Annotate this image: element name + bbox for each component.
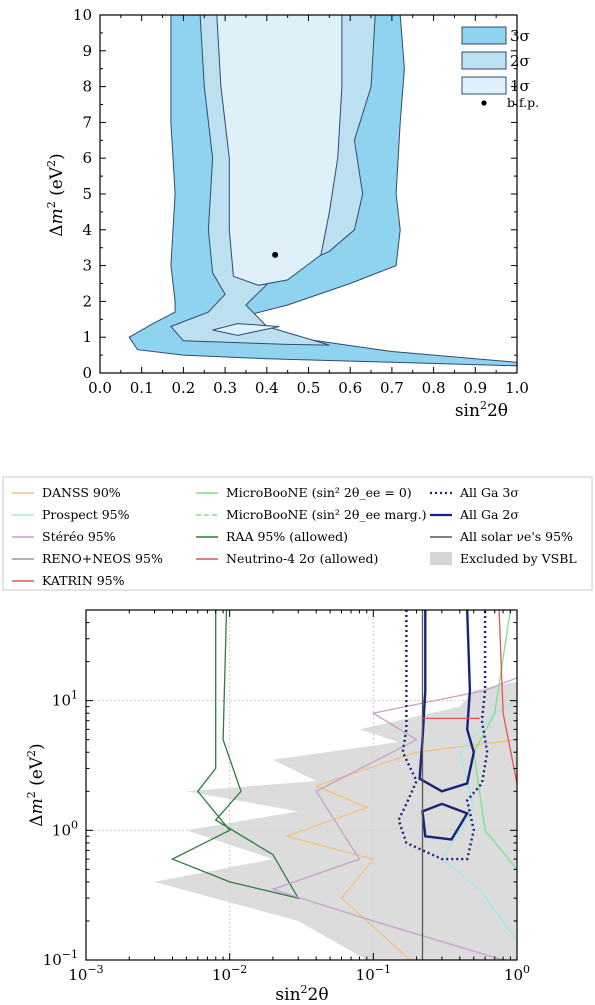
legend-swatch-2sigma (461, 51, 507, 70)
contour-1sigma (216, 14, 343, 286)
legend-label: DANSS 90% (42, 485, 121, 500)
curve-all-ga-3 (397, 610, 489, 861)
bottom-y-tick-label: 101 (52, 689, 78, 710)
legend-label: KATRIN 95% (42, 573, 125, 588)
top-x-tick-label: 0.9 (463, 379, 487, 397)
top-legend: 3σ 2σ 1σ b.f.p. (461, 26, 539, 110)
legend-marker-bfp (481, 100, 487, 106)
bottom-ticks: 10−3 10−2 10−1 100 10−1 100 101 (43, 609, 530, 984)
contour-1sigma-island (212, 323, 280, 336)
bottom-x-tick-label: 10−1 (356, 963, 391, 984)
best-fit-point (272, 251, 279, 258)
top-y-tick-label: 9 (82, 42, 92, 60)
curve-danss-90 (284, 739, 517, 960)
top-x-tick-label: 0.2 (171, 379, 195, 397)
legend-swatch-3sigma (461, 26, 507, 45)
top-ticks: 0.0 0.1 0.2 0.3 0.4 0.5 0.6 0.7 0.8 0.9 1.0 0 1 2 3 4 5 6… (73, 6, 529, 397)
top-contours (128, 14, 518, 367)
legend-swatch-1sigma (461, 76, 507, 95)
bottom-x-tick-label: 10−2 (212, 963, 247, 984)
curve-st-r-o-95 (270, 677, 517, 960)
top-y-tick-label: 8 (82, 78, 92, 96)
top-x-tick-label: 0.3 (213, 379, 237, 397)
top-x-tick-label: 0.8 (422, 379, 446, 397)
legend-label: Stéréo 95% (42, 529, 116, 544)
bottom-plot-frame (85, 609, 518, 961)
legend-label-3sigma: 3σ (510, 27, 530, 45)
bottom-chart: 10−3 10−2 10−1 100 10−1 100 101 sin22θ Δm2 (eV… (25, 609, 530, 1005)
top-y-tick-label: 0 (82, 364, 92, 382)
curve-katrin-95 (498, 610, 517, 784)
top-y-label: Δm2 (eV2) (45, 153, 67, 236)
curve-all-ga-2-island (421, 802, 469, 841)
top-x-tick-label: 1.0 (505, 379, 529, 397)
legend-label: RENO+NEOS 95% (42, 551, 163, 566)
legend-label: MicroBooNE (sin² 2θ_ee marg.) (226, 507, 427, 522)
top-x-tick-label: 0.5 (297, 379, 321, 397)
top-y-tick-label: 2 (82, 292, 92, 310)
bottom-y-label: Δm2 (eV2) (25, 743, 47, 826)
top-chart: 0.0 0.1 0.2 0.3 0.4 0.5 0.6 0.7 0.8 0.9 1.0 0 1 2 3 4 5 6… (45, 6, 539, 421)
bottom-legend-items: DANSS 90% Prospect 95% Stéréo 95% RENO+NEOS… (12, 485, 577, 588)
top-y-tick-label: 7 (82, 113, 92, 131)
bottom-curves (154, 610, 517, 960)
top-y-tick-label: 1 (82, 328, 92, 346)
top-x-tick-label: 0.6 (338, 379, 362, 397)
top-x-label: sin22θ (455, 399, 508, 421)
curve-raa-95-allowed (170, 610, 300, 900)
legend-label: Prospect 95% (42, 507, 130, 522)
bottom-legend: DANSS 90% Prospect 95% Stéréo 95% RENO+NEOS… (2, 476, 593, 591)
legend-label-2sigma: 2σ (510, 52, 530, 70)
top-y-tick-label: 5 (82, 185, 92, 203)
top-y-tick-label: 4 (82, 221, 92, 239)
top-x-tick-label: 0.4 (255, 379, 279, 397)
legend-swatch (430, 552, 452, 565)
legend-label: RAA 95% (allowed) (226, 529, 348, 544)
curve-all-ga-2-main (418, 610, 476, 793)
top-x-tick-label: 0.1 (130, 379, 154, 397)
top-x-tick-label: 0.0 (88, 379, 112, 397)
legend-label: Neutrino-4 2σ (allowed) (226, 551, 378, 566)
top-y-tick-label: 10 (73, 6, 92, 24)
top-x-tick-label: 0.7 (380, 379, 404, 397)
legend-label-bfp: b.f.p. (507, 95, 539, 110)
legend-label: Excluded by VSBL (460, 551, 577, 566)
bottom-y-tick-label: 100 (52, 818, 78, 839)
top-y-tick-label: 6 (82, 149, 92, 167)
legend-label-1sigma: 1σ (510, 77, 530, 95)
bottom-x-tick-label: 10−3 (68, 963, 103, 984)
legend-label: All Ga 3σ (459, 485, 519, 500)
legend-label: All Ga 2σ (459, 507, 519, 522)
bottom-x-label: sin22θ (275, 983, 328, 1005)
legend-label: MicroBooNE (sin² 2θ_ee = 0) (226, 485, 412, 500)
top-y-tick-label: 3 (82, 257, 92, 275)
bottom-y-tick-label: 10−1 (43, 948, 78, 969)
bottom-legend-frame (2, 476, 593, 591)
bottom-x-tick-label: 100 (504, 963, 530, 984)
legend-label: All solar νe's 95% (459, 529, 573, 544)
